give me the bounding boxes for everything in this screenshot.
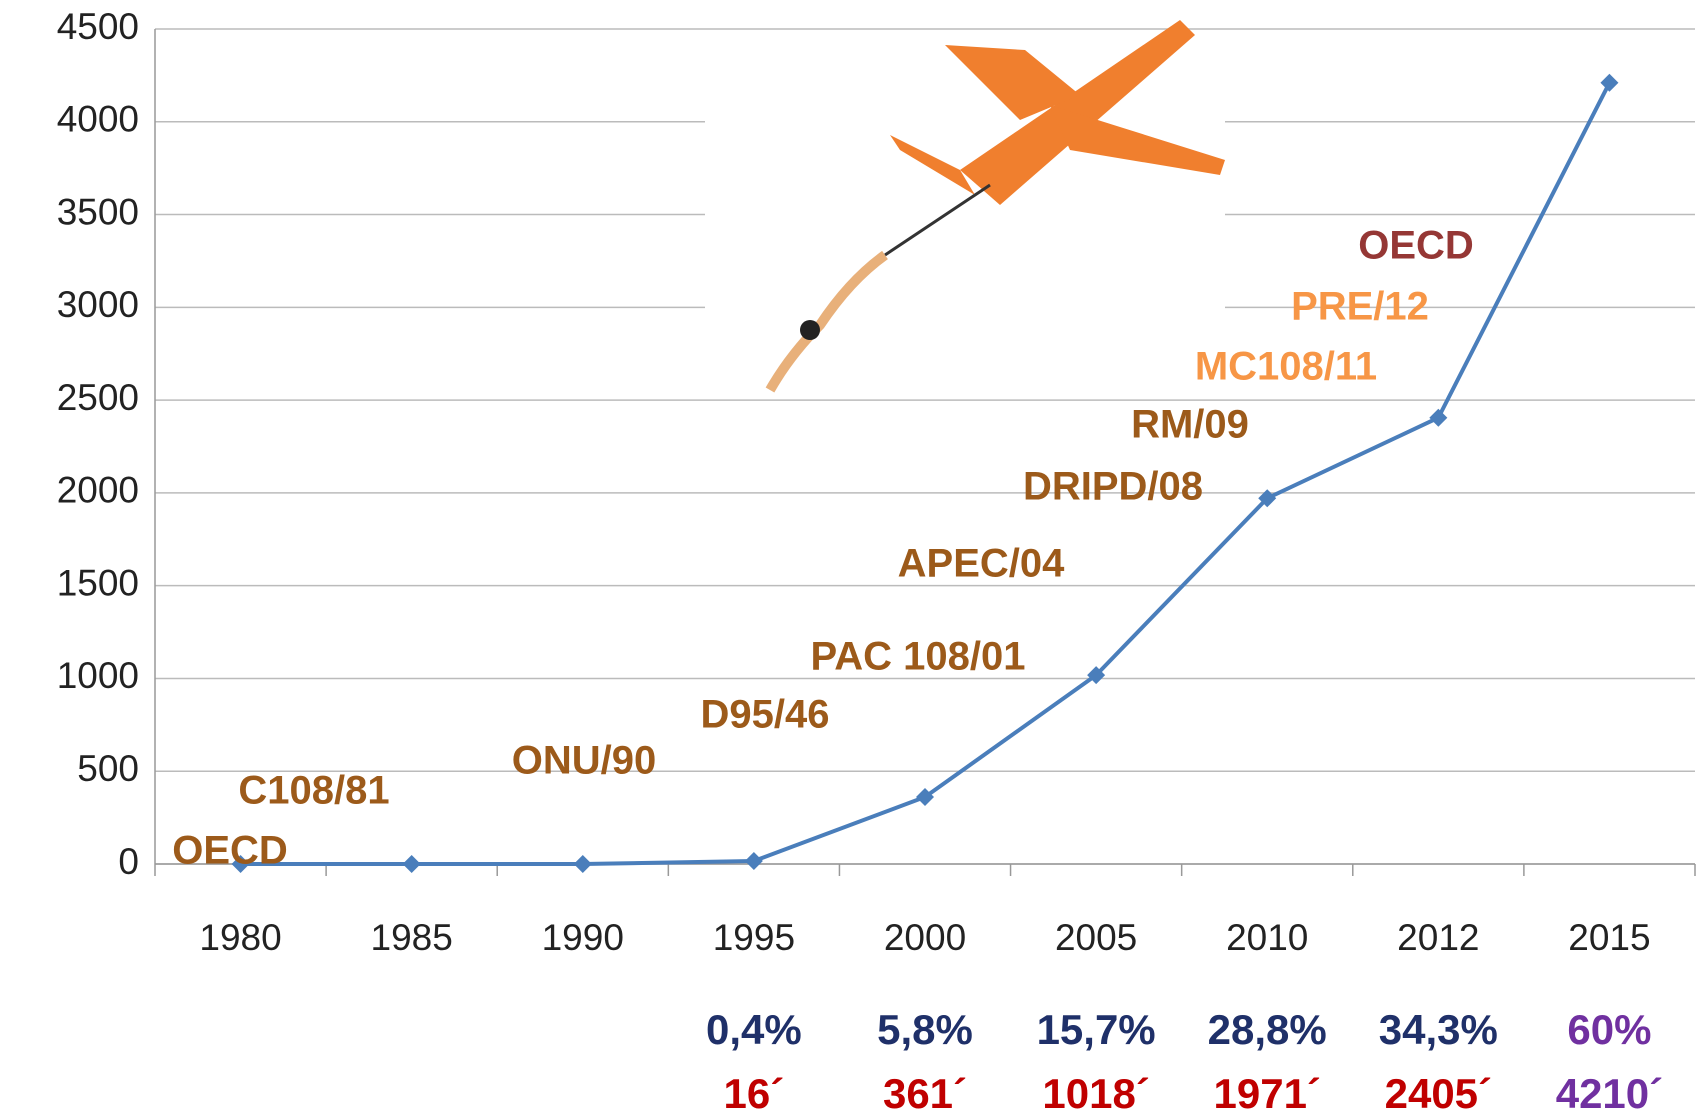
x-tick-label: 2000 xyxy=(884,917,966,958)
x-tick-label: 1995 xyxy=(713,917,795,958)
x-tick-label: 1985 xyxy=(371,917,453,958)
percent-label: 28,8% xyxy=(1208,1006,1327,1053)
chart: 0 500 1000 1500 2000 2500 3000 3500 4000 4500 1980… xyxy=(0,0,1702,1117)
y-tick-label: 0 xyxy=(118,841,139,882)
annotation: OECD xyxy=(172,829,288,873)
data-point xyxy=(1600,74,1618,92)
annotation: OECD xyxy=(1358,224,1474,268)
data-point xyxy=(403,855,421,873)
value-label: 1018´ xyxy=(1042,1070,1149,1117)
y-tick-label: 4000 xyxy=(57,99,139,140)
value-label: 4210´ xyxy=(1556,1070,1663,1117)
x-tick-label: 1980 xyxy=(199,917,281,958)
plane-illustration xyxy=(705,20,1225,395)
annotation: C108/81 xyxy=(238,769,389,813)
annotation: ONU/90 xyxy=(512,739,657,783)
data-point xyxy=(1429,409,1447,427)
y-tick-label: 3500 xyxy=(57,191,139,232)
annotation: APEC/04 xyxy=(898,542,1065,586)
y-tick-label: 2000 xyxy=(57,470,139,511)
value-label: 2405´ xyxy=(1385,1070,1492,1117)
value-label: 1971´ xyxy=(1214,1070,1321,1117)
y-tick-label: 2500 xyxy=(57,377,139,418)
annotation: RM/09 xyxy=(1131,403,1249,447)
y-tick-label: 1000 xyxy=(57,655,139,696)
percent-label: 0,4% xyxy=(706,1006,802,1053)
y-tick-label: 4500 xyxy=(57,6,139,47)
annotation: PRE/12 xyxy=(1291,285,1429,329)
annotation: DRIPD/08 xyxy=(1023,465,1203,509)
x-tick-label: 2015 xyxy=(1568,917,1650,958)
y-tick-label: 1500 xyxy=(57,562,139,603)
value-label: 361´ xyxy=(883,1070,967,1117)
percent-label: 5,8% xyxy=(877,1006,973,1053)
annotation: PAC 108/01 xyxy=(811,635,1026,679)
x-tick-label: 2005 xyxy=(1055,917,1137,958)
annotation: MC108/11 xyxy=(1195,345,1377,389)
y-tick-label: 500 xyxy=(77,748,139,789)
x-tick-label: 2012 xyxy=(1397,917,1479,958)
value-label: 16´ xyxy=(724,1070,785,1117)
x-tick-label: 2010 xyxy=(1226,917,1308,958)
y-tick-label: 3000 xyxy=(57,284,139,325)
percent-label: 15,7% xyxy=(1037,1006,1156,1053)
percent-label: 34,3% xyxy=(1379,1006,1498,1053)
data-point xyxy=(574,855,592,873)
data-point xyxy=(745,852,763,870)
x-tick-label: 1990 xyxy=(542,917,624,958)
percent-label: 60% xyxy=(1567,1006,1651,1053)
annotation: D95/46 xyxy=(701,693,830,737)
